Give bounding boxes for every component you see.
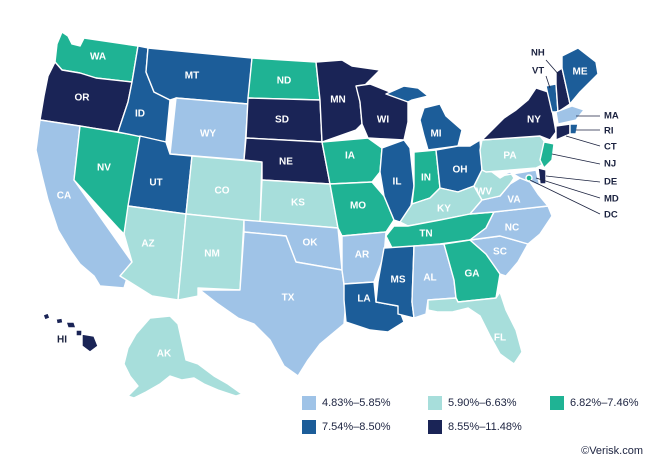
state-label-tx: TX (282, 293, 295, 304)
legend-label-2: 5.90%–6.63% (448, 397, 517, 409)
state-label-ga: GA (465, 269, 480, 280)
legend: 4.83%–5.85% 5.90%–6.63% 6.82%–7.46% 7.54… (302, 396, 647, 438)
state-label-sc: SC (493, 247, 507, 258)
leader-vt (545, 75, 551, 89)
state-label-wv: WV (476, 187, 492, 198)
legend-item-2: 5.90%–6.63% (428, 396, 517, 410)
leader-nh (545, 59, 561, 77)
legend-label-4: 7.54%–8.50% (322, 421, 391, 433)
state-label-ia: IA (345, 151, 355, 162)
state-label-me: ME (573, 67, 588, 78)
state-label-va: VA (507, 195, 520, 206)
legend-item-3: 6.82%–7.46% (550, 396, 639, 410)
state-label-mt: MT (185, 71, 199, 82)
state-label-mi: MI (430, 129, 441, 140)
state-label-or: OR (75, 93, 91, 104)
state-ct[interactable] (555, 123, 571, 141)
state-label-ok: OK (303, 238, 319, 249)
state-label-nd: ND (277, 76, 291, 87)
state-dc[interactable] (525, 174, 533, 182)
state-label-ar: AR (355, 250, 370, 261)
state-label-oh: OH (453, 165, 468, 176)
state-ma[interactable] (555, 105, 585, 125)
state-label-al: AL (423, 273, 436, 284)
legend-label-1: 4.83%–5.85% (322, 397, 391, 409)
leader-nj (551, 153, 601, 165)
state-tx[interactable] (199, 231, 347, 377)
state-label-nm: NM (204, 249, 220, 260)
state-label-wy: WY (200, 129, 216, 140)
state-label-az: AZ (141, 239, 154, 250)
state-label-il: IL (393, 177, 402, 188)
state-label-in: IN (421, 173, 431, 184)
state-label-ak: AK (157, 349, 172, 360)
callout-nh: NH (531, 48, 545, 59)
state-label-ky: KY (437, 204, 451, 215)
state-label-mn: MN (330, 95, 346, 106)
state-label-ms: MS (391, 275, 406, 286)
callout-nj: NJ (604, 159, 616, 170)
state-label-ca: CA (57, 191, 71, 202)
callout-ri: RI (604, 126, 614, 137)
copyright-credit: ©Verisk.com (581, 445, 643, 457)
state-label-sd: SD (275, 115, 289, 126)
legend-swatch-5 (428, 420, 442, 434)
state-az[interactable] (119, 205, 187, 301)
legend-item-4: 7.54%–8.50% (302, 420, 391, 434)
state-fl[interactable] (427, 291, 523, 365)
callout-ma: MA (604, 111, 619, 122)
state-mo[interactable] (329, 181, 395, 237)
state-ny[interactable] (481, 87, 557, 141)
state-ri[interactable] (569, 123, 579, 135)
state-ak[interactable] (123, 315, 243, 399)
legend-swatch-1 (302, 396, 316, 410)
state-label-la: LA (357, 294, 370, 305)
state-label-co: CO (215, 186, 230, 197)
legend-swatch-4 (302, 420, 316, 434)
state-nh[interactable] (555, 67, 571, 113)
state-label-mo: MO (350, 201, 366, 212)
leader-de (545, 175, 601, 183)
state-me[interactable] (561, 47, 599, 105)
callout-de: DE (604, 177, 617, 188)
legend-label-5: 8.55%–11.48% (448, 421, 522, 433)
state-label-wi: WI (377, 115, 389, 126)
state-label-nc: NC (505, 223, 519, 234)
state-label-tn: TN (419, 229, 432, 240)
state-label-id: ID (135, 109, 145, 120)
state-hi[interactable] (42, 312, 99, 353)
legend-item-5: 8.55%–11.48% (428, 420, 522, 434)
state-labels: WA OR CA NV ID MT WY UT AZ CO NM ND SD N… (57, 52, 588, 360)
state-label-hi: HI (57, 335, 67, 346)
legend-swatch-2 (428, 396, 442, 410)
state-label-fl: FL (494, 333, 506, 344)
state-label-ks: KS (291, 198, 305, 209)
state-label-nv: NV (97, 163, 111, 174)
state-md[interactable] (499, 169, 541, 187)
callout-labels: NH VT MA RI CT NJ DE MD DC (529, 48, 619, 221)
leader-md (535, 177, 601, 199)
leader-ct (565, 135, 601, 147)
leader-dc (529, 179, 601, 215)
state-ca[interactable] (35, 119, 133, 289)
legend-label-3: 6.82%–7.46% (570, 397, 639, 409)
state-label-ny: NY (527, 115, 541, 126)
legend-swatch-3 (550, 396, 564, 410)
callout-ct: CT (604, 142, 617, 153)
legend-item-1: 4.83%–5.85% (302, 396, 391, 410)
callout-dc: DC (604, 210, 618, 221)
callout-md: MD (604, 194, 619, 205)
state-label-ne: NE (279, 157, 293, 168)
state-label-wa: WA (90, 52, 106, 63)
state-label-pa: PA (503, 151, 516, 162)
state-la[interactable] (343, 281, 405, 333)
state-label-ut: UT (149, 178, 162, 189)
callout-vt: VT (532, 66, 544, 77)
state-pa[interactable] (479, 135, 549, 173)
state-nj[interactable] (539, 141, 555, 169)
